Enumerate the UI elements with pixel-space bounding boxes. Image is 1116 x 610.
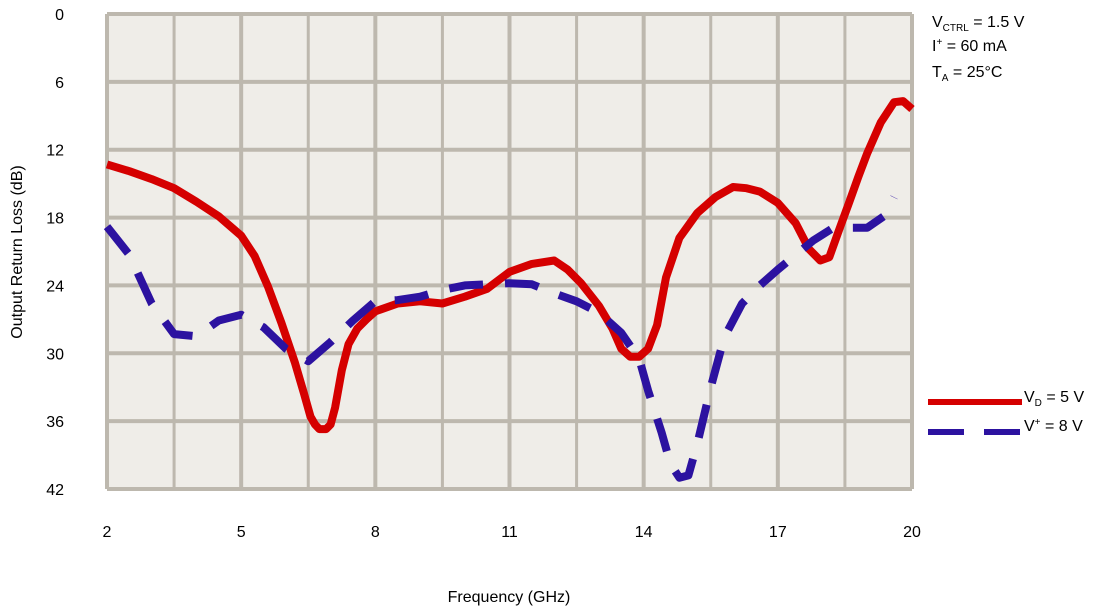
annotation-temperature: TA = 25°C [932, 64, 1002, 84]
x-tick-label: 2 [103, 524, 112, 541]
x-tick-label: 17 [769, 524, 787, 541]
x-tick-label: 11 [501, 524, 518, 541]
annotation-vctrl-subscript: CTRL [943, 23, 970, 34]
x-tick-label: 5 [237, 524, 246, 541]
y-tick-label: 18 [46, 211, 64, 228]
annotation-current-value: = 60 mA [942, 38, 1007, 55]
x-tick-labels: 2 5 8 11 14 17 20 [103, 524, 921, 541]
y-tick-label: 24 [46, 278, 64, 295]
annotation-temperature-value: = 25°C [948, 64, 1002, 81]
legend-label-vd: VD = 5 V [1024, 389, 1084, 409]
annotation-vctrl-value: = 1.5 V [969, 14, 1025, 31]
x-tick-label: 8 [371, 524, 380, 541]
annotation-vctrl-symbol: V [932, 14, 943, 31]
legend: VD = 5 V V+ = 8 V [928, 389, 1084, 435]
x-tick-label: 20 [903, 524, 921, 541]
y-tick-label: 42 [46, 482, 64, 499]
y-axis-title: Output Return Loss (dB) [9, 165, 26, 338]
y-tick-label: 6 [55, 75, 64, 92]
annotation-vctrl: VCTRL = 1.5 V [932, 14, 1025, 34]
legend-label-vplus: V+ = 8 V [1024, 417, 1083, 435]
x-tick-label: 14 [635, 524, 653, 541]
legend-label-vplus-symbol: V [1024, 418, 1035, 435]
y-tick-labels: 0 6 12 18 24 30 36 42 [46, 7, 64, 499]
annotation-temperature-symbol: T [932, 64, 942, 81]
x-axis-title: Frequency (GHz) [448, 589, 571, 606]
y-tick-label: 36 [46, 414, 64, 431]
y-tick-label: 30 [46, 346, 64, 363]
legend-label-vd-symbol: V [1024, 389, 1035, 406]
y-tick-label: 12 [46, 143, 64, 160]
y-tick-label: 0 [55, 7, 64, 24]
legend-label-vd-subscript: D [1035, 398, 1042, 409]
legend-label-vplus-value: = 8 V [1041, 418, 1084, 435]
legend-label-vd-value: = 5 V [1042, 389, 1085, 406]
annotation-current: I+ = 60 mA [932, 37, 1007, 55]
